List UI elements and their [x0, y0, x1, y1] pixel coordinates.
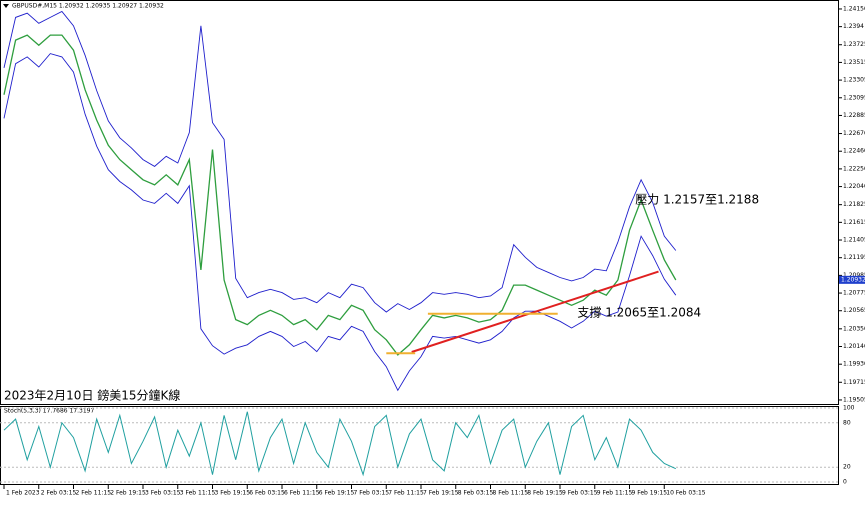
y-tick-label: 1.23095: [843, 94, 865, 101]
x-tick-label: 7 Feb 11:15: [388, 490, 424, 497]
x-tick-label: 8 Feb 19:15: [527, 490, 563, 497]
x-tick-label: 9 Feb 11:15: [597, 490, 633, 497]
y-tick-label: 1.22670: [843, 130, 865, 137]
trendline: [411, 270, 659, 353]
x-tick-label: 3 Feb 03:15: [145, 490, 181, 497]
y-tick-label: 1.22040: [843, 183, 865, 190]
price-line: [3, 10, 677, 313]
y-tick-label: 1.22460: [843, 148, 865, 155]
y-tick-label: 1.21405: [843, 237, 865, 244]
x-tick-label: 8 Feb 03:15: [458, 490, 494, 497]
x-tick-label: 9 Feb 03:15: [562, 490, 598, 497]
y-tick-label: 1.2394: [843, 23, 864, 30]
y-tick-label: 1.22250: [843, 165, 865, 172]
y-tick-label: 1.20985: [843, 272, 865, 279]
y-tick-label: 1.22885: [843, 112, 865, 119]
last-price: 1.20932: [841, 276, 865, 283]
stoch-tick-label: 20: [843, 464, 851, 471]
stoch-tick-label: 80: [843, 419, 851, 426]
y-tick-label: 1.21615: [843, 219, 865, 226]
x-tick-label: 7 Feb 19:15: [423, 490, 459, 497]
x-tick-label: 6 Feb 03:15: [249, 490, 285, 497]
annotation: 壓力 1.2157至1.2188: [635, 193, 759, 207]
y-tick-label: 1.20350: [843, 325, 865, 332]
stoch-tick-label: 0: [843, 479, 847, 486]
y-tick-label: 1.20140: [843, 343, 865, 350]
y-tick-label: 1.19715: [843, 379, 865, 386]
y-tick-label: 1.19505: [843, 396, 865, 403]
price-line: [3, 34, 677, 356]
x-tick-label: 7 Feb 03:15: [354, 490, 390, 497]
y-tick-label: 1.23305: [843, 77, 865, 84]
stoch-label: Stoch(5,3,3) 17.7686 17.3197: [4, 408, 95, 415]
price-line: [3, 53, 677, 392]
y-tick-label: 1.23725: [843, 41, 865, 48]
x-tick-label: 6 Feb 11:15: [284, 490, 320, 497]
x-tick-label: 2 Feb 19:15: [110, 490, 146, 497]
x-tick-label: 1 Feb 2023: [6, 490, 40, 497]
y-tick-label: 1.23515: [843, 59, 865, 66]
x-tick-label: 6 Feb 19:15: [319, 490, 355, 497]
x-tick-label: 3 Feb 11:15: [180, 490, 216, 497]
x-tick-label: 8 Feb 11:15: [493, 490, 529, 497]
y-tick-label: 1.24150: [843, 5, 865, 12]
chart-title: 2023年2月10日 鎊美15分鐘K線: [4, 388, 180, 403]
main-frame: [0, 0, 839, 405]
y-tick-label: 1.20565: [843, 307, 865, 314]
x-tick-label: 3 Feb 19:15: [215, 490, 251, 497]
menu-arrow: [3, 4, 9, 8]
x-tick-label: 2 Feb 03:15: [41, 490, 77, 497]
last-price-box: [839, 275, 865, 284]
y-tick-label: 1.19930: [843, 361, 865, 368]
y-tick-label: 1.21195: [843, 254, 865, 261]
stoch-frame: [0, 406, 839, 485]
y-tick-label: 1.20775: [843, 290, 865, 297]
header: GBPUSD#,M15 1.20932 1.20935 1.20927 1.20…: [12, 3, 164, 10]
stoch-line: [3, 411, 677, 477]
annotation: 支撐 1.2065至1.2084: [577, 305, 701, 319]
stoch-tick-label: 100: [843, 405, 855, 412]
x-tick-label: 9 Feb 19:15: [632, 490, 668, 497]
x-tick-label: 10 Feb 03:15: [666, 490, 706, 497]
y-tick-label: 1.21825: [843, 201, 865, 208]
x-tick-label: 2 Feb 11:15: [76, 490, 112, 497]
